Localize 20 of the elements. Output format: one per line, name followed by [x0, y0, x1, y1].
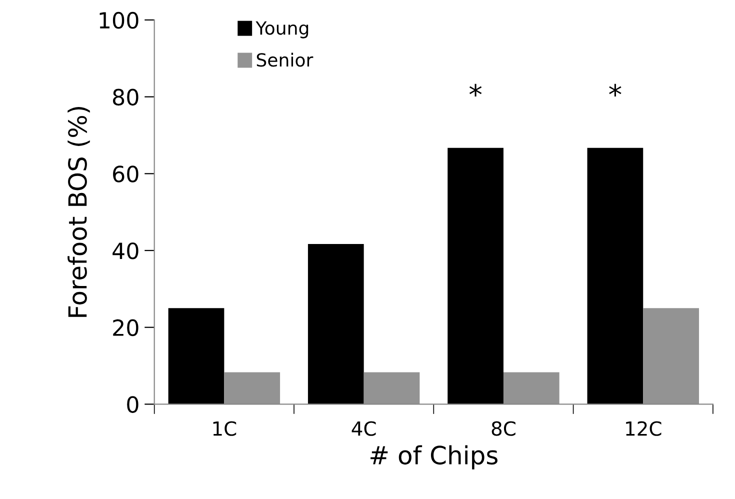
y-tick-label: 80 [112, 88, 138, 106]
x-axis-title: # of Chips [370, 445, 498, 470]
x-tick-label: 4C [352, 421, 376, 436]
annotation: * [469, 84, 482, 97]
annotation: * [609, 84, 622, 97]
y-tick-label: 20 [113, 319, 138, 336]
legend-label: Young [256, 21, 308, 38]
bar [308, 244, 364, 404]
legend-label: Senior [256, 52, 314, 67]
y-tick-label: 100 [100, 12, 138, 29]
y-tick-label: 40 [112, 242, 138, 260]
y-axis-title: Forefoot BOS (%) [68, 106, 90, 317]
bar [587, 148, 644, 404]
bar [448, 148, 504, 404]
x-tick-label: 1C [213, 421, 236, 436]
bar [168, 308, 224, 404]
x-tick-label: 12C [626, 421, 662, 436]
y-tick-label: 0 [127, 396, 138, 413]
x-tick-label: 8C [492, 421, 516, 436]
y-tick-label: 60 [113, 166, 138, 182]
